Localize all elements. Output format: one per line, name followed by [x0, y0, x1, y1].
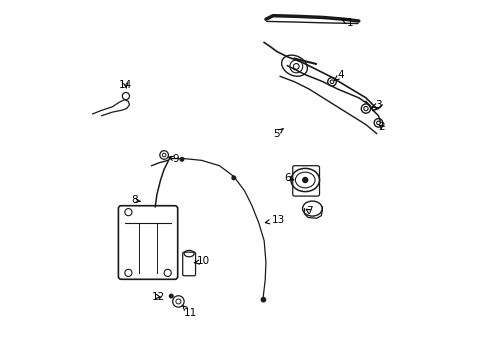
Text: 2: 2: [378, 122, 385, 132]
Text: 3: 3: [371, 100, 381, 110]
Text: 12: 12: [151, 292, 164, 302]
Circle shape: [261, 297, 265, 302]
Text: 1: 1: [341, 18, 352, 28]
Text: 4: 4: [334, 70, 344, 80]
Text: 5: 5: [273, 129, 283, 139]
Text: 13: 13: [265, 215, 285, 225]
Text: 9: 9: [168, 154, 179, 164]
Circle shape: [169, 294, 173, 298]
Circle shape: [180, 157, 183, 161]
Circle shape: [302, 177, 307, 183]
Text: 6: 6: [284, 173, 293, 183]
Text: 11: 11: [182, 305, 197, 318]
Text: 10: 10: [194, 256, 209, 266]
Text: 7: 7: [305, 206, 312, 216]
Text: 14: 14: [119, 80, 132, 90]
Circle shape: [231, 176, 235, 180]
Text: 8: 8: [131, 195, 140, 205]
